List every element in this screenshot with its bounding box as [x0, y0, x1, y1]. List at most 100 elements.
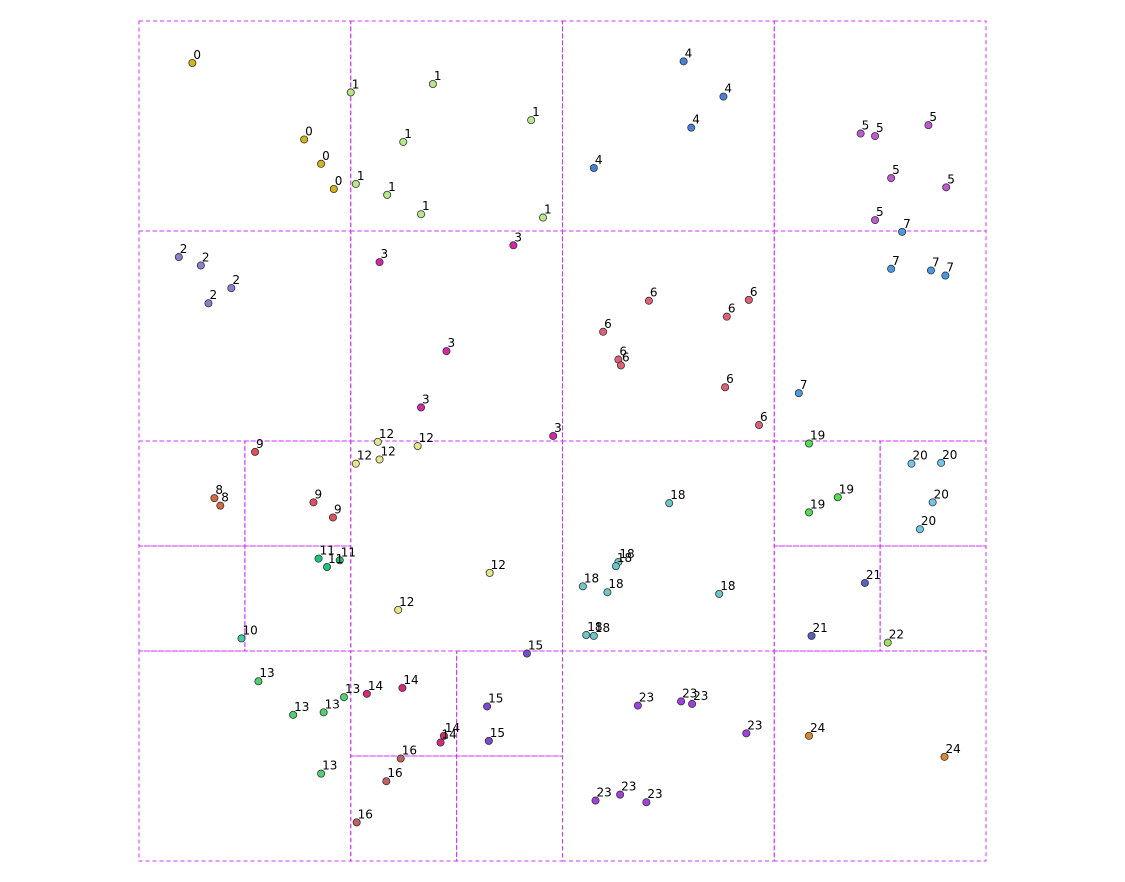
data-point — [398, 683, 407, 692]
point-label: 5 — [876, 205, 884, 219]
partition-cell — [773, 440, 881, 547]
point-label: 6 — [760, 410, 768, 424]
data-point — [719, 92, 728, 101]
data-point — [940, 752, 949, 761]
point-label: 18 — [617, 551, 632, 565]
point-label: 3 — [422, 392, 430, 406]
data-point — [323, 563, 332, 572]
data-point — [856, 129, 865, 138]
data-point — [688, 699, 697, 708]
data-point — [907, 459, 916, 468]
data-point — [439, 731, 448, 740]
point-label: 3 — [514, 230, 522, 244]
data-point — [396, 754, 405, 763]
partition-cell — [773, 545, 881, 652]
data-point — [679, 57, 688, 66]
point-label: 14 — [445, 721, 460, 735]
data-point — [539, 213, 548, 222]
point-label: 21 — [866, 568, 881, 582]
data-point — [328, 513, 337, 522]
point-label: 1 — [357, 169, 365, 183]
point-label: 0 — [335, 174, 343, 188]
point-label: 2 — [232, 273, 240, 287]
point-label: 12 — [357, 449, 372, 463]
data-point — [887, 174, 896, 183]
point-label: 6 — [604, 317, 612, 331]
data-point — [883, 638, 892, 647]
partition-cell — [350, 440, 563, 652]
point-label: 7 — [946, 261, 954, 275]
data-point — [603, 588, 612, 597]
data-point — [394, 605, 403, 614]
point-label: 18 — [670, 488, 685, 502]
point-label: 20 — [934, 487, 949, 501]
point-label: 24 — [945, 742, 960, 756]
data-point — [722, 312, 731, 321]
data-point — [715, 589, 724, 598]
data-point — [309, 498, 318, 507]
data-point — [924, 121, 933, 130]
point-label: 4 — [685, 46, 693, 60]
partition-cell — [773, 230, 987, 442]
point-label: 11 — [320, 544, 335, 558]
point-label: 0 — [305, 124, 313, 138]
data-point — [174, 253, 183, 262]
point-label: 23 — [621, 780, 636, 794]
point-label: 23 — [639, 691, 654, 705]
point-label: 12 — [491, 558, 506, 572]
data-point — [633, 701, 642, 710]
point-label: 2 — [180, 242, 188, 256]
data-point — [687, 123, 696, 132]
data-point — [898, 227, 907, 236]
data-point — [589, 163, 598, 172]
data-point — [375, 455, 384, 464]
partition-cell — [562, 230, 775, 442]
point-label: 24 — [810, 721, 825, 735]
point-label: 2 — [209, 288, 217, 302]
data-point — [804, 731, 813, 740]
data-point — [335, 556, 344, 565]
point-label: 4 — [692, 113, 700, 127]
data-point — [329, 184, 338, 193]
point-label: 18 — [720, 579, 735, 593]
data-point — [860, 578, 869, 587]
data-point — [483, 702, 492, 711]
data-point — [351, 459, 360, 468]
point-label: 9 — [256, 437, 264, 451]
point-label: 23 — [597, 786, 612, 800]
data-point — [591, 796, 600, 805]
data-point — [484, 736, 493, 745]
data-point — [804, 508, 813, 517]
point-label: 10 — [242, 623, 257, 637]
point-label: 4 — [595, 153, 603, 167]
data-point — [509, 241, 518, 250]
partition-cell — [456, 650, 563, 757]
point-label: 6 — [726, 372, 734, 386]
data-point — [339, 693, 348, 702]
data-point — [300, 135, 309, 144]
point-label: 20 — [942, 448, 957, 462]
data-point — [887, 264, 896, 273]
data-point — [804, 439, 813, 448]
point-label: 7 — [892, 254, 900, 268]
point-label: 1 — [404, 127, 412, 141]
point-label: 13 — [325, 697, 340, 711]
data-point — [216, 501, 225, 510]
data-point — [549, 431, 558, 440]
data-point — [399, 137, 408, 146]
point-label: 14 — [368, 679, 383, 693]
point-label: 3 — [381, 247, 389, 261]
partition-cell — [879, 545, 987, 652]
point-label: 6 — [622, 350, 630, 364]
point-label: 18 — [619, 547, 634, 561]
data-point — [527, 116, 536, 125]
data-point — [317, 159, 326, 168]
point-label: 5 — [947, 172, 955, 186]
data-point — [578, 582, 587, 591]
data-point — [721, 383, 730, 392]
data-point — [436, 738, 445, 747]
data-point — [616, 361, 625, 370]
data-point — [644, 296, 653, 305]
data-point — [915, 525, 924, 534]
